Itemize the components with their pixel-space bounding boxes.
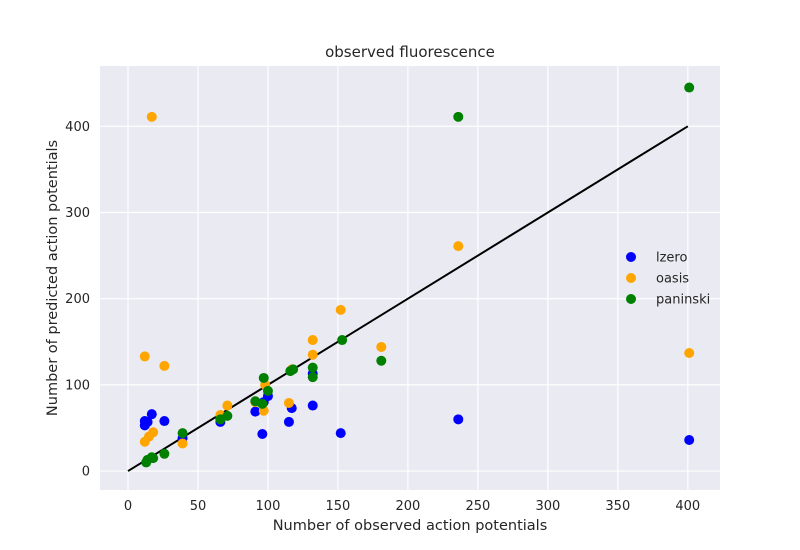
paninski-point <box>307 372 318 383</box>
paninski-point <box>337 335 348 346</box>
lzero-point <box>453 414 464 425</box>
paninski-point <box>288 364 299 375</box>
oasis-point <box>307 335 318 346</box>
paninski-point <box>148 453 159 464</box>
paninski-point <box>262 385 273 396</box>
oasis-point <box>159 360 170 371</box>
oasis-point <box>283 397 294 408</box>
oasis-point <box>177 438 188 449</box>
paninski-point <box>159 448 170 459</box>
oasis-point <box>222 400 233 411</box>
lzero-point <box>142 416 153 427</box>
x-tick-label: 300 <box>535 499 560 514</box>
oasis-point <box>453 241 464 252</box>
legend-label-lzero: lzero <box>656 251 687 266</box>
lzero-point <box>257 428 268 439</box>
x-tick-label: 400 <box>675 499 700 514</box>
legend: lzero oasis paninski <box>626 251 710 308</box>
legend-marker-lzero <box>626 252 636 262</box>
y-tick-label: 300 <box>65 206 90 221</box>
y-tick-label: 0 <box>82 465 90 480</box>
paninski-point <box>177 428 188 439</box>
paninski-point <box>257 398 268 409</box>
chart-title: observed fluorescence <box>325 43 495 61</box>
oasis-point <box>376 341 387 352</box>
x-tick-label: 50 <box>190 499 207 514</box>
x-tick-label: 0 <box>124 499 132 514</box>
paninski-point <box>222 410 233 421</box>
paninski-point <box>453 111 464 122</box>
paninski-point <box>684 82 695 93</box>
lzero-point <box>250 406 261 417</box>
oasis-point <box>146 111 157 122</box>
lzero-point <box>684 435 695 446</box>
y-tick-label: 400 <box>65 120 90 135</box>
paninski-point <box>258 372 269 383</box>
y-axis-label: Number of predicted action potentials <box>45 140 61 416</box>
axis-ticks: 0 50 100 150 200 250 300 350 400 0 100 200 300 400 <box>65 120 700 514</box>
x-tick-label: 200 <box>395 499 420 514</box>
x-tick-label: 100 <box>256 499 281 514</box>
y-tick-label: 100 <box>65 378 90 393</box>
x-tick-label: 250 <box>465 499 490 514</box>
legend-marker-paninski <box>626 294 636 304</box>
oasis-point <box>684 347 695 358</box>
lzero-point <box>146 409 157 420</box>
legend-label-paninski: paninski <box>656 293 710 308</box>
lzero-point <box>307 400 318 411</box>
legend-label-oasis: oasis <box>656 272 689 287</box>
lzero-point <box>159 416 170 427</box>
lzero-point <box>335 428 346 439</box>
data-points <box>139 82 695 468</box>
y-tick-label: 200 <box>65 292 90 307</box>
oasis-point <box>307 349 318 360</box>
x-tick-label: 150 <box>326 499 351 514</box>
oasis-point <box>139 351 150 362</box>
lzero-point <box>283 416 294 427</box>
oasis-point <box>148 427 159 438</box>
paninski-point <box>376 355 387 366</box>
grid-lines <box>100 66 720 490</box>
x-tick-label: 350 <box>605 499 630 514</box>
oasis-point <box>335 304 346 315</box>
plot-area <box>100 66 720 490</box>
legend-marker-oasis <box>626 273 636 283</box>
paninski-point <box>307 362 318 373</box>
x-axis-label: Number of observed action potentials <box>273 518 548 534</box>
